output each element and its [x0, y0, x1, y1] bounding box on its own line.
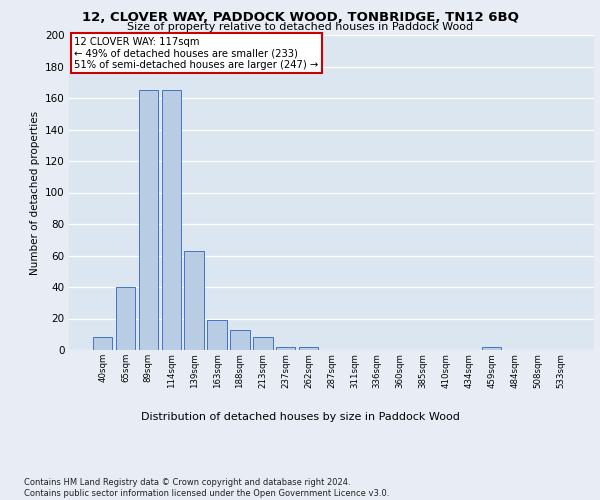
Bar	[93, 338, 112, 350]
Text: Contains HM Land Registry data © Crown copyright and database right 2024.
Contai: Contains HM Land Registry data © Crown c…	[24, 478, 389, 498]
Bar	[230, 330, 250, 350]
Bar	[299, 347, 319, 350]
Bar	[276, 347, 295, 350]
Y-axis label: Number of detached properties: Number of detached properties	[29, 110, 40, 274]
Text: Distribution of detached houses by size in Paddock Wood: Distribution of detached houses by size …	[140, 412, 460, 422]
Text: 12, CLOVER WAY, PADDOCK WOOD, TONBRIDGE, TN12 6BQ: 12, CLOVER WAY, PADDOCK WOOD, TONBRIDGE,…	[82, 11, 518, 24]
Bar	[184, 251, 204, 350]
Bar	[253, 338, 272, 350]
Bar	[116, 287, 135, 350]
Bar	[208, 320, 227, 350]
Text: Size of property relative to detached houses in Paddock Wood: Size of property relative to detached ho…	[127, 22, 473, 32]
Bar	[139, 90, 158, 350]
Text: 12 CLOVER WAY: 117sqm
← 49% of detached houses are smaller (233)
51% of semi-det: 12 CLOVER WAY: 117sqm ← 49% of detached …	[74, 36, 319, 70]
Bar	[161, 90, 181, 350]
Bar	[482, 347, 502, 350]
